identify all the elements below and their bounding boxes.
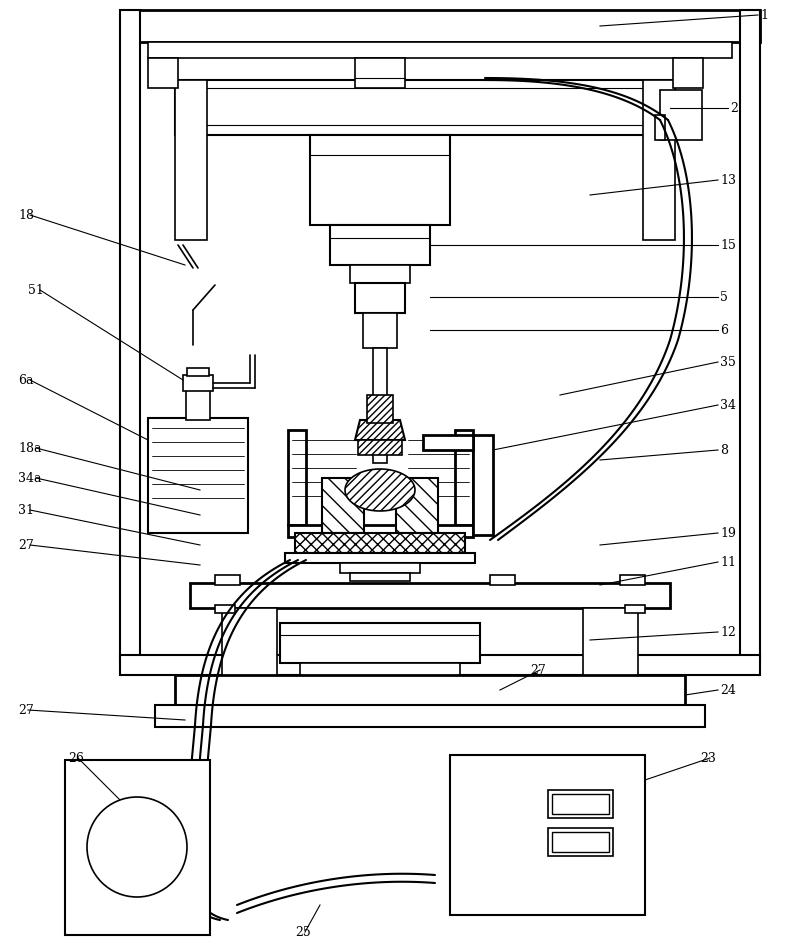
Circle shape — [87, 797, 187, 897]
Bar — [215, 575, 240, 585]
Bar — [396, 478, 438, 533]
Bar — [363, 313, 397, 348]
Text: 1: 1 — [760, 9, 768, 22]
Text: 18: 18 — [18, 208, 34, 222]
Bar — [148, 418, 248, 533]
Bar — [187, 368, 209, 376]
Polygon shape — [345, 469, 415, 511]
Text: 19: 19 — [720, 527, 736, 540]
Text: 35: 35 — [720, 355, 736, 368]
Bar — [355, 58, 405, 88]
Bar — [65, 760, 210, 935]
Bar — [655, 115, 665, 140]
Bar — [222, 608, 277, 678]
Text: 12: 12 — [720, 626, 736, 638]
Bar — [450, 755, 645, 915]
Bar — [355, 283, 405, 313]
Text: 23: 23 — [700, 752, 716, 764]
Bar — [660, 90, 702, 140]
Text: 18a: 18a — [18, 441, 42, 455]
Text: 25: 25 — [295, 925, 310, 938]
Bar — [300, 663, 460, 678]
Text: 24: 24 — [720, 684, 736, 696]
Bar — [330, 225, 430, 265]
Bar — [186, 390, 210, 420]
Text: 26: 26 — [68, 752, 84, 764]
Bar — [175, 80, 207, 240]
Bar — [322, 478, 364, 533]
Text: 5: 5 — [720, 291, 728, 303]
Bar — [120, 10, 140, 660]
Bar — [583, 608, 638, 678]
Bar — [548, 790, 613, 818]
Bar — [552, 832, 609, 852]
Bar — [423, 435, 473, 450]
Bar — [350, 265, 410, 283]
Bar — [120, 655, 760, 675]
Text: 6: 6 — [720, 324, 728, 336]
Bar — [155, 705, 705, 727]
Text: 27: 27 — [530, 664, 546, 676]
Bar — [148, 42, 732, 58]
Text: 27: 27 — [18, 704, 34, 717]
Bar — [455, 430, 473, 525]
Bar — [548, 828, 613, 856]
Bar — [340, 563, 420, 573]
Text: 11: 11 — [720, 556, 736, 568]
Text: 15: 15 — [720, 239, 736, 252]
Polygon shape — [355, 420, 405, 440]
Bar — [367, 395, 393, 423]
Bar — [350, 573, 410, 581]
Bar — [473, 435, 493, 535]
Bar — [625, 605, 645, 613]
Bar — [215, 605, 235, 613]
Bar — [190, 583, 670, 608]
Text: 13: 13 — [720, 173, 736, 187]
Bar — [183, 375, 213, 391]
Bar — [148, 58, 178, 88]
Text: 34a: 34a — [18, 472, 42, 485]
Bar — [175, 675, 685, 705]
Bar — [552, 794, 609, 814]
Text: 2: 2 — [730, 101, 738, 115]
Bar — [358, 440, 402, 455]
Bar — [288, 430, 306, 525]
Bar — [295, 533, 465, 553]
Bar — [740, 10, 760, 660]
Bar — [373, 348, 387, 463]
Bar — [285, 553, 475, 563]
Bar — [288, 525, 473, 537]
Bar — [175, 80, 675, 135]
Bar — [643, 80, 675, 240]
Bar — [120, 10, 760, 42]
Text: 34: 34 — [720, 399, 736, 412]
Bar — [310, 135, 450, 225]
Bar — [280, 623, 480, 663]
Text: 6a: 6a — [18, 373, 34, 386]
Text: 51: 51 — [28, 283, 44, 296]
Text: 27: 27 — [18, 539, 34, 551]
Bar — [673, 58, 703, 88]
Bar — [620, 575, 645, 585]
Bar — [490, 575, 515, 585]
Text: 31: 31 — [18, 504, 34, 516]
Text: 8: 8 — [720, 443, 728, 456]
